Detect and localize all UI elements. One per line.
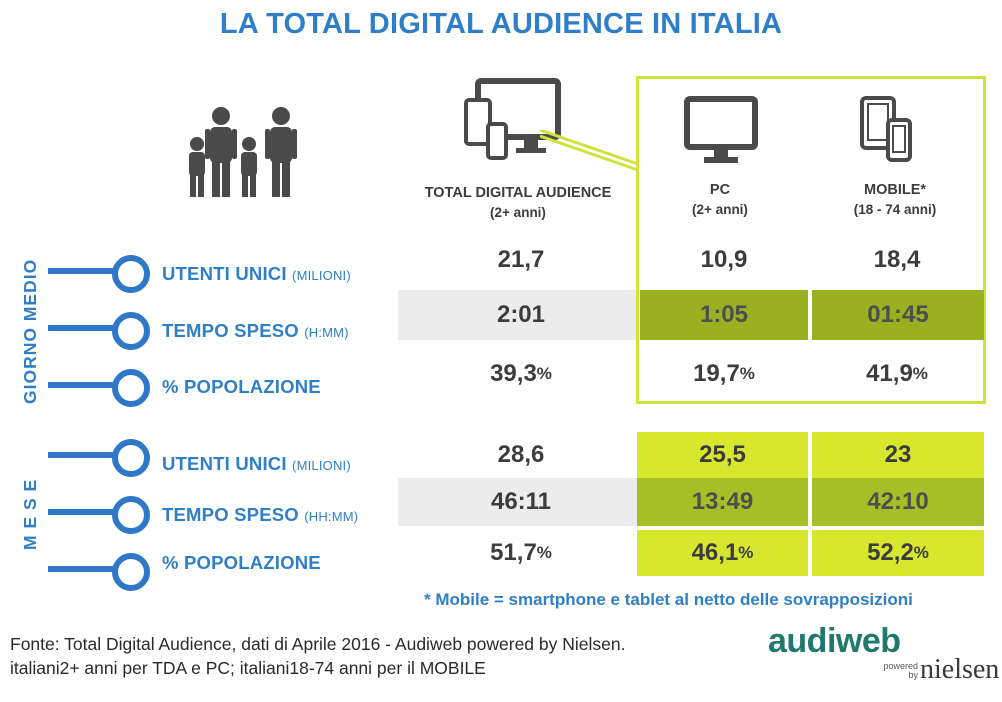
logo-audiweb: audiweb [768, 622, 901, 660]
page-title: LA TOTAL DIGITAL AUDIENCE IN ITALIA [219, 8, 783, 40]
connector-ring [112, 312, 150, 350]
cell-day-utenti-tda: 21,7 [497, 246, 545, 273]
logo-powered-by: powered by [880, 662, 918, 680]
source-line-1: Fonte: Total Digital Audience, dati di A… [10, 634, 626, 654]
metric-label-utenti-month: UTENTI UNICI (MILIONI) [162, 453, 351, 475]
connector-bar [48, 382, 124, 388]
metric-unit: (H:MM) [304, 325, 349, 340]
cell-month-pop-pc: 46,1% [637, 530, 808, 576]
value: 41,9 [866, 360, 913, 387]
connector-bar [48, 452, 124, 458]
day-device-frame [636, 76, 986, 404]
pc-header-label: PC [709, 182, 731, 198]
cell-day-pop-mobile: 41,9% [812, 350, 982, 398]
footnote: * Mobile = smartphone e tablet al netto … [424, 590, 913, 609]
cell-month-pop-mobile: 52,2% [812, 530, 984, 576]
percent-sign: % [913, 543, 929, 562]
cell-month-utenti-pc: 25,5 [637, 432, 808, 478]
value: 19,7 [693, 360, 740, 387]
mobile-header-label: MOBILE* [863, 182, 927, 198]
metric-label-popolazione-month: % POPOLAZIONE [162, 552, 321, 573]
audiweb-nielsen-logo: audiweb powered by nielsen [768, 620, 999, 692]
tda-header-sub: (2+ anni) [490, 205, 546, 220]
connector-bar [48, 268, 124, 274]
connector-bar [48, 566, 124, 572]
connector-ring [112, 439, 150, 477]
metric-label-text: TEMPO SPESO [162, 504, 299, 525]
callout-lines [540, 130, 639, 172]
cell-month-tempo-tda: 46:11 [490, 488, 552, 515]
value: 52,2 [867, 539, 914, 566]
cell-day-utenti-pc: 10,9 [700, 246, 748, 273]
logo-by: by [908, 670, 918, 680]
connector-bar [48, 325, 124, 331]
percent-sign: % [739, 364, 755, 383]
metric-label-tempo-month: TEMPO SPESO (HH:MM) [162, 504, 358, 526]
pc-header-sub: (2+ anni) [692, 202, 748, 217]
connector-ring [112, 255, 150, 293]
section-label-mese: M E S E [20, 478, 40, 550]
mobile-header-sub: (18 - 74 anni) [853, 202, 937, 217]
value: 46,1 [691, 539, 739, 566]
row-band-tempo-month [398, 478, 637, 526]
pc-header: PC (2+ anni) [650, 180, 790, 220]
metric-unit: (MILIONI) [292, 268, 351, 283]
cell-day-tempo-mobile: 01:45 [812, 290, 984, 340]
mobile-header: MOBILE* (18 - 74 anni) [820, 180, 970, 220]
metric-label-text: UTENTI UNICI [162, 263, 287, 284]
cell-day-utenti-mobile: 18,4 [873, 246, 921, 273]
percent-sign: % [738, 543, 754, 562]
logo-nielsen: nielsen [920, 654, 1000, 685]
connector-ring [112, 553, 150, 591]
connector-bar [48, 509, 124, 515]
cell-day-tempo-tda: 2:01 [496, 301, 546, 328]
logo-powered: powered [883, 661, 918, 671]
family-icon [189, 107, 297, 197]
metric-unit: (MILIONI) [292, 458, 351, 473]
connector-ring [112, 369, 150, 407]
tda-header: TOTAL DIGITAL AUDIENCE (2+ anni) [408, 183, 628, 223]
row-band-tempo-day [398, 290, 636, 340]
cell-month-pop-tda: 51,7% [408, 530, 634, 576]
mobile-devices-icon [860, 96, 912, 162]
cell-month-utenti-tda: 28,6 [497, 441, 545, 468]
value: 51,7 [490, 539, 537, 566]
multi-device-icon [464, 78, 561, 160]
cell-day-pop-pc: 19,7% [642, 350, 806, 398]
metric-unit: (HH:MM) [304, 509, 359, 524]
connector-ring [112, 496, 150, 534]
percent-sign: % [536, 364, 552, 383]
metric-label-text: UTENTI UNICI [162, 453, 287, 474]
source-note: Fonte: Total Digital Audience, dati di A… [10, 632, 625, 680]
tda-header-label: TOTAL DIGITAL AUDIENCE [424, 185, 612, 201]
cell-day-tempo-pc: 1:05 [640, 290, 808, 340]
metric-label-tempo-day: TEMPO SPESO (H:MM) [162, 320, 349, 342]
metric-label-text: TEMPO SPESO [162, 320, 299, 341]
cell-day-pop-tda: 39,3% [408, 350, 634, 398]
monitor-icon [684, 96, 758, 163]
value: 39,3 [490, 360, 537, 387]
metric-label-utenti-day: UTENTI UNICI (MILIONI) [162, 263, 351, 285]
percent-sign: % [536, 543, 552, 562]
cell-month-utenti-mobile: 23 [812, 432, 984, 478]
cell-month-tempo-pc: 13:49 [637, 478, 808, 526]
source-line-2: italiani2+ anni per TDA e PC; italiani18… [10, 658, 486, 678]
metric-label-popolazione-day: % POPOLAZIONE [162, 376, 321, 397]
cell-month-tempo-mobile: 42:10 [812, 478, 984, 526]
percent-sign: % [912, 364, 928, 383]
section-label-giorno-medio: GIORNO MEDIO [20, 258, 40, 404]
